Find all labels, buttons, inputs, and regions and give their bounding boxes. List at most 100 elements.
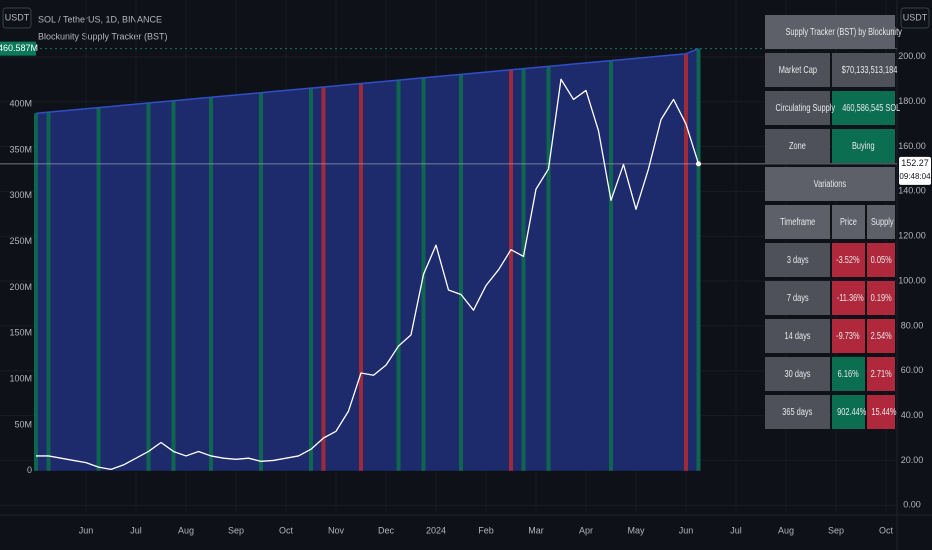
x-tick-label: Sep bbox=[828, 525, 844, 535]
x-tick-label: Oct bbox=[279, 525, 294, 535]
price-change: 6.16% bbox=[832, 357, 865, 391]
x-tick-label: Mar bbox=[528, 525, 544, 535]
supply-change-text: 2.54% bbox=[870, 330, 892, 342]
y2-tick-label: 160.00 bbox=[898, 141, 926, 151]
unit-box bbox=[900, 7, 930, 29]
y-tick-label: 100M bbox=[9, 373, 32, 383]
x-tick-label: Nov bbox=[328, 525, 345, 535]
row-label: Circulating Supply bbox=[765, 91, 835, 125]
zone bbox=[521, 68, 526, 471]
supply-change-text: 0.05% bbox=[870, 254, 892, 266]
row-label-text: Circulating Supply bbox=[775, 102, 836, 114]
y-tick-label: 400M bbox=[9, 99, 32, 109]
right-unit: USDT bbox=[903, 12, 928, 22]
y-tick-label: 150M bbox=[9, 328, 32, 338]
timeframe: 365 days bbox=[765, 395, 831, 429]
last-price-label: 152.27 bbox=[901, 158, 929, 168]
price-change-text: -9.73% bbox=[836, 330, 861, 342]
last-price-dot bbox=[696, 161, 701, 167]
header-cell-text: Price bbox=[839, 216, 857, 228]
row-value: Buying bbox=[832, 129, 895, 163]
chart-title: SOL / TetherUS, 1D, BINANCE bbox=[38, 14, 162, 24]
y-tick-label: 50M bbox=[14, 419, 32, 429]
zone bbox=[696, 48, 701, 471]
supply-change: 2.54% bbox=[866, 319, 895, 353]
zone bbox=[459, 74, 463, 471]
row-label: Zone bbox=[765, 129, 831, 163]
x-tick-label: Oct bbox=[879, 525, 894, 535]
countdown: 09:48:04 bbox=[899, 172, 931, 181]
zone bbox=[396, 80, 401, 471]
x-tick-label: Apr bbox=[579, 525, 593, 535]
table-title-text: Supply Tracker (BST) by Blockunity bbox=[785, 26, 902, 38]
left-unit: USDT bbox=[5, 12, 30, 22]
x-tick-label: Jun bbox=[79, 525, 94, 535]
x-tick-label: Sep bbox=[228, 525, 244, 535]
y-tick-label: 250M bbox=[9, 236, 32, 246]
timeframe-text: 3 days bbox=[786, 254, 809, 266]
timeframe-text: 30 days bbox=[784, 368, 811, 380]
section-title-text: Variations bbox=[813, 178, 847, 190]
supply-change: 15.44% bbox=[866, 395, 897, 429]
price-change: -3.52% bbox=[832, 243, 865, 277]
zone bbox=[34, 113, 38, 471]
row-value: $70,133,513,184 bbox=[832, 53, 897, 87]
y2-tick-label: 0.00 bbox=[903, 500, 921, 510]
table-row: 7 days -11.36% 0.19% bbox=[765, 281, 895, 315]
y2-tick-label: 60.00 bbox=[901, 365, 924, 375]
price-change-text: 6.16% bbox=[837, 368, 859, 380]
x-tick-label: 2024 bbox=[426, 525, 446, 535]
last-value-badge bbox=[0, 41, 36, 56]
supply-change-text: 0.19% bbox=[870, 292, 892, 304]
x-tick-label: Feb bbox=[478, 525, 494, 535]
table-row: Variations bbox=[765, 167, 895, 201]
x-tick-label: Aug bbox=[778, 525, 794, 535]
y2-tick-label: 80.00 bbox=[901, 320, 924, 330]
table-row: Timeframe Price Supply bbox=[765, 205, 895, 239]
row-value-text: Buying bbox=[852, 140, 875, 152]
supply-edge bbox=[35, 47, 699, 115]
zone bbox=[171, 100, 176, 471]
supply-change-text: 2.71% bbox=[870, 368, 892, 380]
zone bbox=[96, 107, 101, 471]
table-row: 365 days 902.44% 15.44% bbox=[765, 395, 897, 429]
zone bbox=[209, 97, 213, 471]
price-line bbox=[36, 78, 700, 471]
zone bbox=[546, 66, 551, 471]
header-cell: Timeframe bbox=[765, 205, 831, 239]
row-label-text: Market Cap bbox=[778, 64, 817, 76]
row-label: Market Cap bbox=[765, 53, 831, 87]
timeframe: 14 days bbox=[765, 319, 831, 353]
supply-change-text: 15.44% bbox=[870, 406, 897, 418]
row-value-text: 460,586,545 SOL bbox=[842, 102, 901, 114]
zone bbox=[609, 60, 613, 471]
price-change: -11.36% bbox=[832, 281, 865, 315]
zone bbox=[259, 92, 263, 471]
section-title: Variations bbox=[765, 167, 895, 201]
table-row: Market Cap $70,133,513,184 bbox=[765, 53, 897, 87]
timeframe: 3 days bbox=[765, 243, 831, 277]
timeframe: 7 days bbox=[765, 281, 831, 315]
table-row: Zone Buying bbox=[765, 129, 895, 163]
y2-tick-label: 20.00 bbox=[901, 455, 924, 465]
header-cell-text: Supply bbox=[870, 216, 894, 228]
table-row: Circulating Supply 460,586,545 SOL bbox=[765, 91, 900, 125]
timeframe-text: 365 days bbox=[782, 406, 813, 418]
header-cell: Supply bbox=[866, 205, 895, 239]
table-row: 3 days -3.52% 0.05% bbox=[765, 243, 895, 277]
price-change: 902.44% bbox=[832, 395, 866, 429]
supply-change: 0.05% bbox=[866, 243, 895, 277]
y2-tick-label: 180.00 bbox=[898, 96, 926, 106]
supply-change: 0.19% bbox=[866, 281, 895, 315]
y2-tick-label: 200.00 bbox=[898, 51, 926, 61]
y-tick-label: 0 bbox=[27, 465, 32, 475]
supply-change: 2.71% bbox=[866, 357, 895, 391]
supply-table: Supply Tracker (BST) by Blockunity Market… bbox=[763, 11, 902, 433]
y2-tick-label: 40.00 bbox=[901, 410, 924, 420]
zone bbox=[684, 53, 688, 471]
timeframe-text: 7 days bbox=[786, 292, 809, 304]
row-label-text: Zone bbox=[789, 140, 806, 152]
table-row: Supply Tracker (BST) by Blockunity bbox=[765, 15, 902, 49]
